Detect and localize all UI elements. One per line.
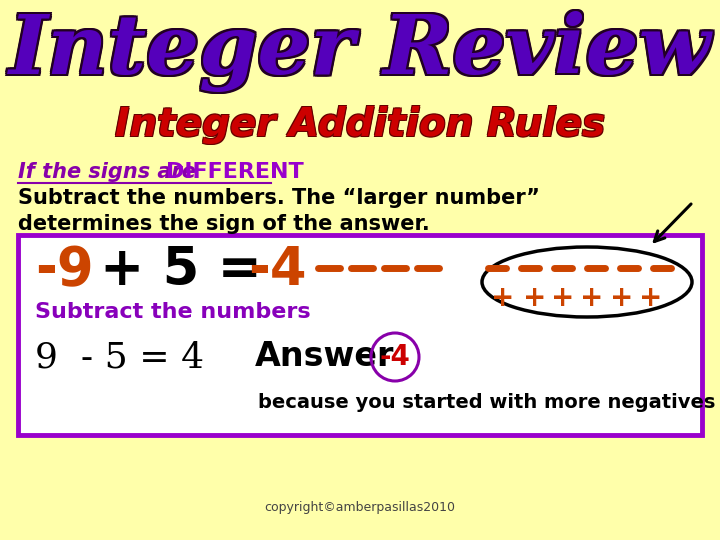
Text: If the signs are: If the signs are: [18, 162, 203, 182]
Text: Integer Addition Rules: Integer Addition Rules: [114, 105, 604, 143]
Text: Integer Review: Integer Review: [9, 14, 711, 94]
Text: -9: -9: [35, 244, 94, 296]
Text: +: +: [552, 284, 575, 312]
Text: Subtract the numbers. The “larger number”: Subtract the numbers. The “larger number…: [18, 188, 540, 208]
Text: Integer Review: Integer Review: [6, 10, 709, 91]
Text: Integer Review: Integer Review: [6, 14, 709, 94]
Text: +: +: [639, 284, 662, 312]
Text: Integer Review: Integer Review: [9, 11, 711, 92]
Text: Integer Review: Integer Review: [11, 14, 714, 94]
Text: Answer: Answer: [255, 341, 395, 374]
Text: Integer Review: Integer Review: [9, 10, 711, 91]
Text: Subtract the numbers: Subtract the numbers: [35, 302, 310, 322]
Text: Integer Addition Rules: Integer Addition Rules: [116, 107, 606, 145]
Text: because you started with more negatives: because you started with more negatives: [258, 393, 716, 411]
Text: +: +: [580, 284, 603, 312]
Text: Integer Review: Integer Review: [6, 11, 709, 92]
Text: -4: -4: [379, 343, 410, 371]
FancyBboxPatch shape: [18, 235, 702, 435]
Text: Integer Review: Integer Review: [11, 10, 714, 91]
Text: Integer Review: Integer Review: [11, 11, 714, 92]
Text: Integer Addition Rules: Integer Addition Rules: [114, 107, 604, 145]
Text: DIFFERENT: DIFFERENT: [166, 162, 304, 182]
Text: -4: -4: [248, 244, 307, 296]
Text: determines the sign of the answer.: determines the sign of the answer.: [18, 214, 430, 234]
Text: Integer Addition Rules: Integer Addition Rules: [115, 106, 605, 144]
Text: 9  - 5 = 4: 9 - 5 = 4: [35, 340, 204, 374]
Text: +: +: [523, 284, 546, 312]
Text: + 5 =: + 5 =: [100, 244, 262, 296]
Text: Integer Addition Rules: Integer Addition Rules: [116, 105, 606, 143]
Text: copyright©amberpasillas2010: copyright©amberpasillas2010: [264, 502, 456, 515]
Text: +: +: [611, 284, 634, 312]
Text: +: +: [491, 284, 515, 312]
